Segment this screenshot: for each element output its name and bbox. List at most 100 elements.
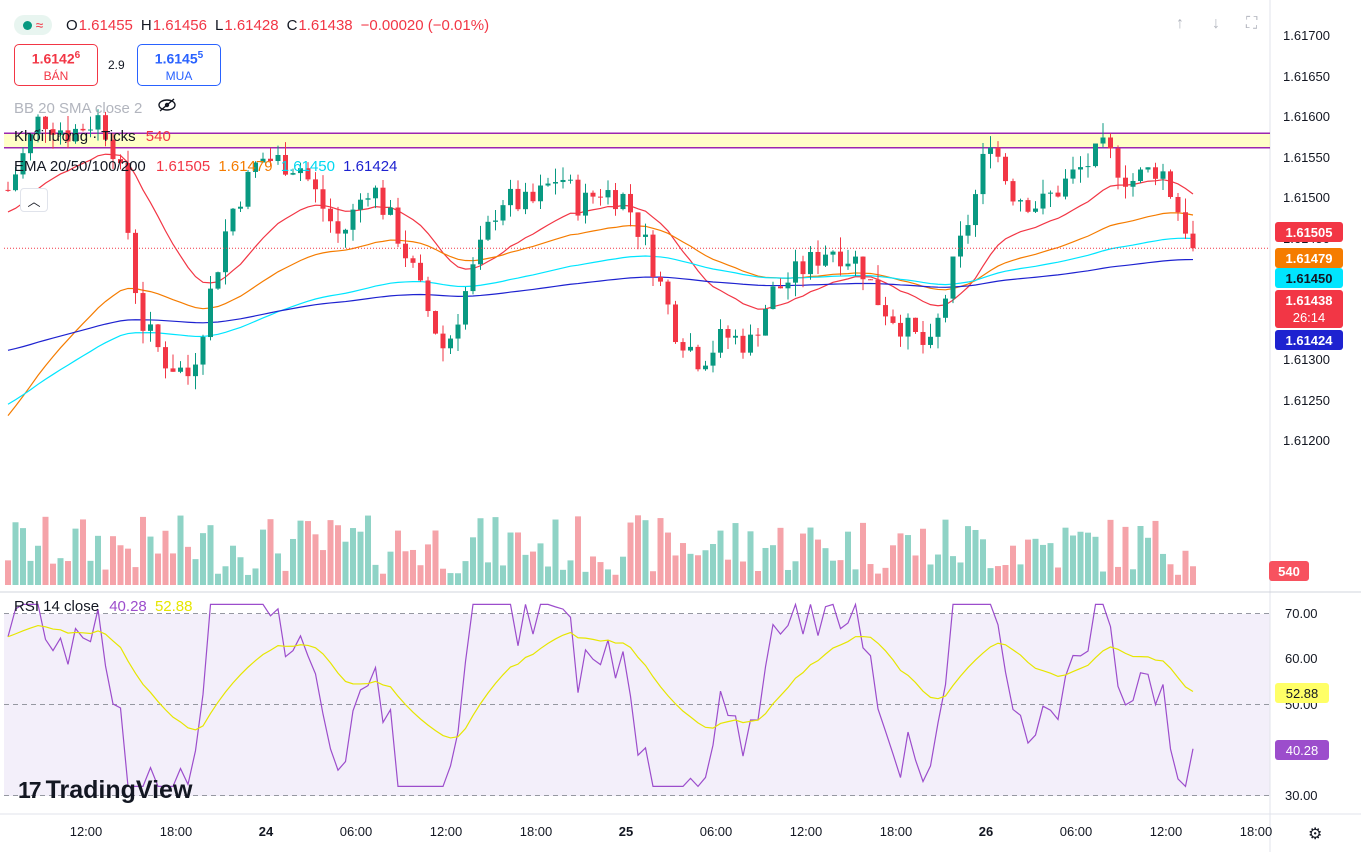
candle-body <box>1003 156 1008 182</box>
candle-body <box>665 281 671 305</box>
volume-bar <box>1070 535 1076 585</box>
candle-body <box>1078 167 1083 170</box>
volume-legend[interactable]: Khối lượng · Ticks 540 <box>14 128 171 145</box>
sell-button[interactable]: 1.61426 BÁN <box>14 44 98 86</box>
volume-bar <box>245 574 251 585</box>
time-axis-label: 26 <box>978 824 994 839</box>
volume-bar <box>597 562 604 585</box>
volume-bar <box>1010 545 1016 585</box>
candle-body <box>1160 171 1166 179</box>
volume-bar <box>1040 544 1046 585</box>
price-pill: 1.61450 <box>1275 268 1343 288</box>
volume-bar <box>560 569 566 585</box>
buy-button[interactable]: 1.61455 MUA <box>137 44 221 86</box>
candle-body <box>1048 192 1053 194</box>
candle-body <box>365 198 371 200</box>
candle-body <box>88 129 93 131</box>
volume-bar <box>5 560 11 585</box>
candle-body <box>358 199 363 210</box>
rsi-legend[interactable]: RSI 14 close 40.28 52.88 <box>14 598 192 615</box>
volume-bar <box>132 567 139 585</box>
volume-bar <box>350 528 356 585</box>
volume-bar <box>837 560 844 585</box>
candle-body <box>95 115 101 130</box>
ema-label: EMA 20/50/100/200 <box>14 158 146 175</box>
bb-legend[interactable]: BB 20 SMA close 2 <box>14 97 177 117</box>
candle-body <box>350 209 356 230</box>
candle-body <box>230 208 236 232</box>
volume-bar <box>702 550 709 585</box>
volume-bar <box>155 553 161 585</box>
volume-bar <box>12 522 19 585</box>
market-status-button[interactable]: ≈ <box>14 15 52 35</box>
volume-bar <box>935 554 941 585</box>
rsi-ma-line <box>7 624 1194 739</box>
candle-body <box>958 235 963 257</box>
candle-body <box>575 179 581 216</box>
ema50-value: 1.61479 <box>218 158 273 175</box>
candle-body <box>343 229 348 234</box>
volume-pill: 540 <box>1269 561 1309 581</box>
volume-bar <box>830 560 836 585</box>
arrow-down-icon[interactable]: ↓ <box>1212 15 1220 32</box>
fullscreen-icon[interactable]: ⛶ <box>1246 15 1258 32</box>
volume-bar <box>185 546 191 585</box>
candle-body <box>1130 180 1136 187</box>
eye-hidden-icon[interactable] <box>157 98 177 117</box>
price-axis-label: 1.61500 <box>1283 190 1330 205</box>
candle-body <box>215 272 221 289</box>
ema-legend[interactable]: EMA 20/50/100/200 1.61505 1.61479 1.6145… <box>14 158 397 175</box>
volume-bar <box>672 555 679 585</box>
volume-bar <box>687 553 694 585</box>
change-value: −0.00020 (−0.01%) <box>360 16 490 34</box>
volume-bar <box>1055 567 1061 585</box>
volume-bar <box>507 532 514 585</box>
candle-body <box>598 196 603 198</box>
candle-body <box>980 153 986 195</box>
logo-text: TradingView <box>45 776 193 804</box>
rsi-line <box>7 602 1194 788</box>
volume-bar <box>890 545 896 585</box>
volume-bar <box>1002 565 1009 585</box>
collapse-legend-button[interactable]: ︿ <box>20 188 48 212</box>
volume-bar <box>575 516 581 585</box>
volume-bar <box>312 534 319 585</box>
candle-body <box>755 334 761 336</box>
volume-bar <box>537 543 544 585</box>
tradingview-mark-icon: 17 <box>18 777 42 803</box>
candle-body <box>485 221 491 240</box>
candle-body <box>185 367 191 377</box>
price-axis-label: 1.61300 <box>1283 352 1330 367</box>
candle-body <box>883 305 888 317</box>
candle-body <box>298 168 303 174</box>
volume-bar <box>320 550 326 585</box>
candle-body <box>283 154 288 175</box>
volume-bar <box>282 570 289 585</box>
arrow-up-icon[interactable]: ↑ <box>1176 15 1184 32</box>
volume-bar <box>42 516 49 585</box>
settings-icon[interactable]: ⚙ <box>1308 826 1323 843</box>
volume-bar <box>1137 526 1144 585</box>
volume-bar <box>140 516 146 585</box>
volume-bar <box>492 517 499 585</box>
candle-body <box>703 365 708 370</box>
ema100-line <box>7 237 1194 405</box>
volume-bar <box>500 565 506 585</box>
candle-body <box>463 291 468 325</box>
candle-body <box>268 158 273 162</box>
volume-bar <box>237 557 244 585</box>
volume-bar <box>110 536 116 585</box>
candle-body <box>778 286 783 289</box>
candle-body <box>740 335 746 353</box>
volume-bar <box>965 526 971 585</box>
volume-bar <box>425 544 431 585</box>
candle-body <box>1183 212 1188 234</box>
candle-body <box>695 346 701 370</box>
volume-bar <box>372 564 379 585</box>
candle-body <box>260 158 266 163</box>
candle-body <box>643 234 648 237</box>
volume-bar <box>207 525 214 585</box>
volume-bars <box>5 515 1196 585</box>
candle-body <box>140 293 146 331</box>
